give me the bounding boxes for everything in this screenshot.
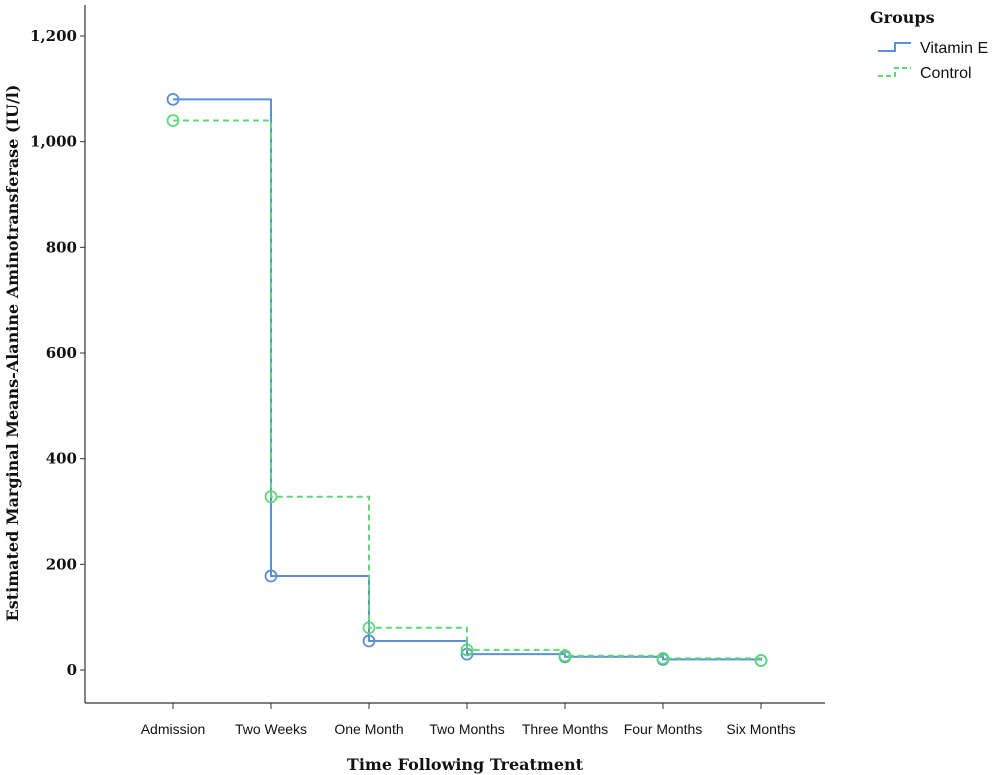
plot-area: 0 200 400 600 800 1,000 1,200 Admission Two Wee…: [30, 5, 825, 737]
series-line: [173, 119, 762, 661]
legend-label: Vitamin E: [920, 40, 988, 57]
x-tick-label: Three Months: [522, 721, 608, 737]
legend-item: Vitamin E: [878, 40, 988, 57]
x-axis-ticks: Admission Two Weeks One Month Two Months Thr…: [141, 703, 796, 737]
x-tick-label: Six Months: [726, 721, 795, 737]
data-point: [362, 634, 376, 648]
legend: Groups Vitamin E Control: [870, 8, 988, 82]
data-point: [166, 114, 180, 127]
legend-label: Control: [920, 65, 972, 82]
y-tick-label: 1,000: [30, 133, 77, 151]
x-tick-label: Two Weeks: [235, 721, 307, 737]
x-tick-label: Admission: [141, 721, 206, 737]
data-point: [166, 93, 180, 106]
y-axis-title: Estimated Marginal Means-Alanine Aminotr…: [3, 85, 22, 622]
legend-item: Control: [878, 65, 972, 82]
x-tick-label: One Month: [334, 721, 403, 737]
series-control: [166, 114, 768, 667]
data-point: [558, 649, 572, 663]
y-tick-label: 200: [46, 555, 77, 573]
data-point: [362, 621, 376, 635]
y-tick-label: 800: [46, 238, 77, 256]
legend-items: Vitamin E Control: [878, 40, 988, 82]
x-tick-label: Four Months: [624, 721, 703, 737]
legend-title: Groups: [870, 8, 935, 27]
series-vitamin-e: [166, 93, 768, 667]
y-tick-label: 400: [46, 450, 77, 468]
data-point: [754, 654, 768, 667]
y-tick-label: 600: [46, 344, 77, 362]
data-point: [264, 569, 278, 583]
series-layer: [166, 93, 768, 667]
legend-swatch: [878, 42, 911, 52]
x-axis-title: Time Following Treatment: [347, 755, 584, 774]
series-line: [173, 98, 762, 661]
data-point: [460, 643, 474, 657]
data-point: [264, 490, 278, 504]
y-tick-label: 0: [67, 661, 77, 679]
data-point: [656, 651, 670, 665]
legend-swatch: [878, 67, 911, 77]
y-axis-ticks: 0 200 400 600 800 1,000 1,200: [30, 27, 85, 679]
y-tick-label: 1,200: [30, 27, 77, 45]
x-tick-label: Two Months: [429, 721, 504, 737]
